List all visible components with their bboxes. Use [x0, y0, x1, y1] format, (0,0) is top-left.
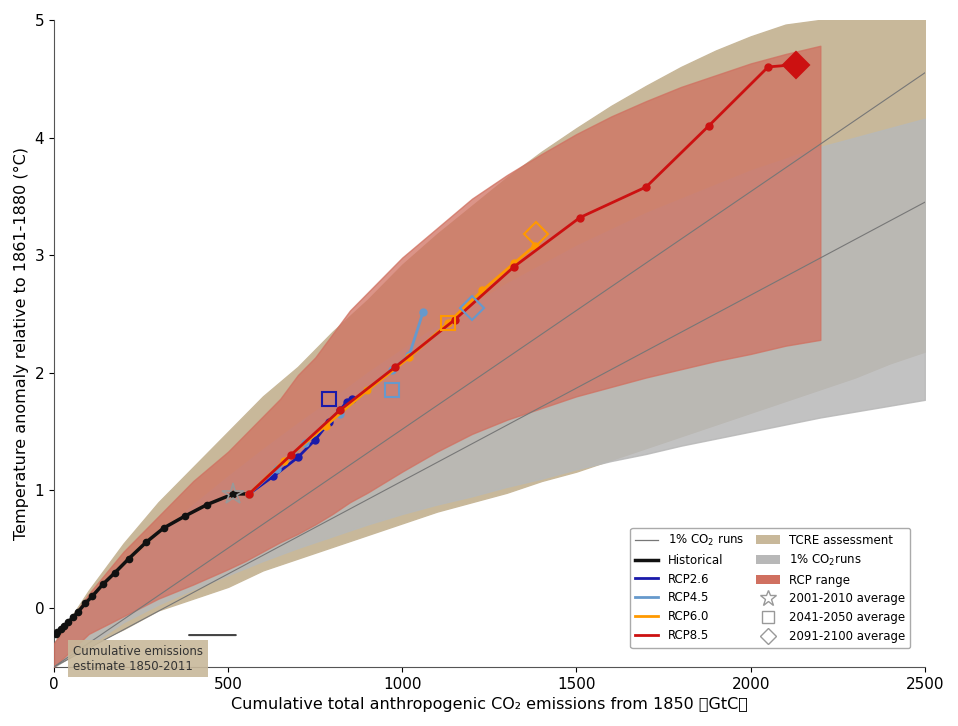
Legend: 1% CO$_2$ runs, Historical, RCP2.6, RCP4.5, RCP6.0, RCP8.5, TCRE assessment, 1% : 1% CO$_2$ runs, Historical, RCP2.6, RCP4…: [630, 528, 910, 648]
Y-axis label: Temperature anomaly relative to 1861-1880 (°C): Temperature anomaly relative to 1861-188…: [13, 147, 29, 540]
Text: Cumulative emissions
estimate 1850-2011: Cumulative emissions estimate 1850-2011: [73, 645, 203, 672]
X-axis label: Cumulative total anthropogenic CO₂ emissions from 1850 （GtC）: Cumulative total anthropogenic CO₂ emiss…: [231, 697, 748, 712]
